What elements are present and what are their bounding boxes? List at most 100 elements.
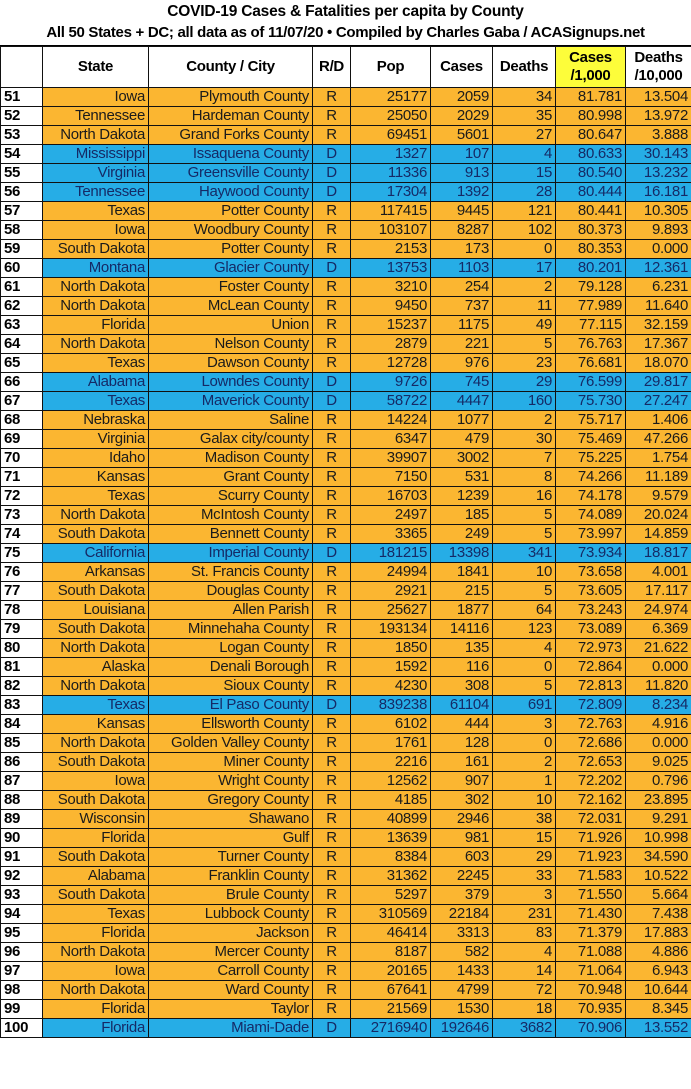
table-row: 97 Iowa Carroll County R 20165 1433 14 71.064 6.… — [0, 961, 691, 981]
header-deaths: Deaths — [492, 46, 556, 88]
cell-cases-per-1000: 73.997 — [555, 524, 626, 544]
cell-county: Franklin County — [148, 866, 313, 886]
table-row: 77 South Dakota Douglas County R 2921 215 5 73.… — [0, 581, 691, 601]
cell-state: Texas — [42, 695, 149, 715]
cell-population: 15237 — [350, 315, 431, 335]
cell-cases-per-1000: 75.225 — [555, 448, 626, 468]
cell-county: Issaquena County — [148, 144, 313, 164]
cell-county: Plymouth County — [148, 87, 313, 107]
cell-deaths: 160 — [492, 391, 556, 411]
cell-rank: 84 — [0, 714, 43, 734]
table-row: 52 Tennessee Hardeman County R 25050 2029 35 80… — [0, 106, 691, 126]
cell-cases-per-1000: 71.923 — [555, 847, 626, 867]
cell-deaths-per-10000: 10.644 — [625, 980, 691, 1000]
cell-state: Virginia — [42, 163, 149, 183]
cell-rank: 79 — [0, 619, 43, 639]
cell-rank: 57 — [0, 201, 43, 221]
cell-cases-per-1000: 73.605 — [555, 581, 626, 601]
cell-deaths-per-10000: 17.117 — [625, 581, 691, 601]
cell-cases-per-1000: 72.763 — [555, 714, 626, 734]
cell-party: R — [312, 923, 351, 943]
cell-cases-per-1000: 80.998 — [555, 106, 626, 126]
cell-county: Mercer County — [148, 942, 313, 962]
cell-state: Florida — [42, 999, 149, 1019]
cell-population: 40899 — [350, 809, 431, 829]
cell-party: R — [312, 980, 351, 1000]
cell-population: 12728 — [350, 353, 431, 373]
table-row: 85 North Dakota Golden Valley County R 1761 1… — [0, 733, 691, 753]
cell-rank: 56 — [0, 182, 43, 202]
cell-county: Carroll County — [148, 961, 313, 981]
cell-party: D — [312, 258, 351, 278]
cell-state: North Dakota — [42, 980, 149, 1000]
header-party: R/D — [312, 46, 351, 88]
cell-county: Nelson County — [148, 334, 313, 354]
cell-deaths: 2 — [492, 752, 556, 772]
cell-deaths-per-10000: 16.181 — [625, 182, 691, 202]
cell-party: R — [312, 106, 351, 126]
cell-rank: 91 — [0, 847, 43, 867]
table-row: 57 Texas Potter County R 117415 9445 121 80.441… — [0, 201, 691, 221]
table-row: 69 Virginia Galax city/county R 6347 479 30 75.… — [0, 429, 691, 449]
cell-party: R — [312, 239, 351, 259]
cell-cases: 185 — [430, 505, 493, 525]
cell-deaths-per-10000: 4.886 — [625, 942, 691, 962]
cell-cases: 582 — [430, 942, 493, 962]
cell-population: 1327 — [350, 144, 431, 164]
cell-population: 69451 — [350, 125, 431, 145]
cell-state: Tennessee — [42, 106, 149, 126]
cell-deaths-per-10000: 0.796 — [625, 771, 691, 791]
cell-population: 3365 — [350, 524, 431, 544]
cell-county: Lowndes County — [148, 372, 313, 392]
cell-cases-per-1000: 74.089 — [555, 505, 626, 525]
cell-state: California — [42, 543, 149, 563]
cell-deaths: 341 — [492, 543, 556, 563]
cell-population: 9726 — [350, 372, 431, 392]
cell-county: Potter County — [148, 201, 313, 221]
cell-state: Florida — [42, 923, 149, 943]
cell-county: Lubbock County — [148, 904, 313, 924]
cell-deaths: 64 — [492, 600, 556, 620]
cell-rank: 96 — [0, 942, 43, 962]
cell-state: South Dakota — [42, 847, 149, 867]
cell-rank: 86 — [0, 752, 43, 772]
cell-deaths-per-10000: 9.579 — [625, 486, 691, 506]
cell-rank: 69 — [0, 429, 43, 449]
cell-county: Jackson — [148, 923, 313, 943]
cell-rank: 75 — [0, 543, 43, 563]
cell-county: Sioux County — [148, 676, 313, 696]
cell-deaths-per-10000: 0.000 — [625, 239, 691, 259]
cell-cases-per-1000: 73.934 — [555, 543, 626, 563]
cell-deaths: 72 — [492, 980, 556, 1000]
table-row: 54 Mississippi Issaquena County D 1327 107 4 80… — [0, 144, 691, 164]
cell-population: 25177 — [350, 87, 431, 107]
table-row: 83 Texas El Paso County D 839238 61104 691 72.8… — [0, 695, 691, 715]
cell-party: R — [312, 410, 351, 430]
table-row: 64 North Dakota Nelson County R 2879 221 5 76.7… — [0, 334, 691, 354]
cell-cases-per-1000: 80.444 — [555, 182, 626, 202]
cell-county: Greensville County — [148, 163, 313, 183]
cell-cases: 14116 — [430, 619, 493, 639]
cell-cases-per-1000: 74.266 — [555, 467, 626, 487]
cell-cases-per-1000: 72.686 — [555, 733, 626, 753]
cell-deaths: 4 — [492, 144, 556, 164]
cell-population: 67641 — [350, 980, 431, 1000]
cell-county: Imperial County — [148, 543, 313, 563]
cell-deaths: 231 — [492, 904, 556, 924]
cell-state: South Dakota — [42, 619, 149, 639]
cell-county: Ward County — [148, 980, 313, 1000]
cell-cases-per-1000: 73.658 — [555, 562, 626, 582]
cell-population: 16703 — [350, 486, 431, 506]
cell-population: 2716940 — [350, 1018, 431, 1038]
cell-cases-per-1000: 71.926 — [555, 828, 626, 848]
cell-party: R — [312, 87, 351, 107]
cell-cases: 22184 — [430, 904, 493, 924]
header-cases-per-1000: Cases /1,000 — [555, 46, 626, 88]
cell-rank: 66 — [0, 372, 43, 392]
cell-population: 2153 — [350, 239, 431, 259]
cell-rank: 92 — [0, 866, 43, 886]
cell-rank: 55 — [0, 163, 43, 183]
cell-state: Wisconsin — [42, 809, 149, 829]
cell-deaths: 49 — [492, 315, 556, 335]
cell-cases-per-1000: 72.202 — [555, 771, 626, 791]
